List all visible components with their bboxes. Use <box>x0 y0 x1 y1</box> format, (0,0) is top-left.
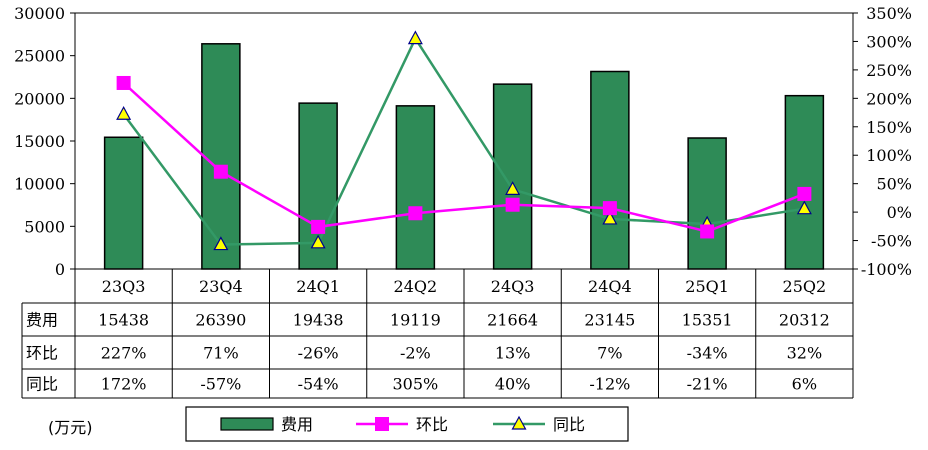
legend-yoy-marker <box>511 415 527 430</box>
category-label: 25Q2 <box>783 277 827 296</box>
table-cell: 13% <box>495 344 531 363</box>
mom-point <box>602 201 617 216</box>
category-label: 24Q3 <box>491 277 535 296</box>
plot-area <box>103 30 825 270</box>
right-tick-label: 350% <box>866 4 912 23</box>
category-label: 24Q1 <box>296 277 340 296</box>
table-cell: -57% <box>200 375 241 394</box>
table-cell: 32% <box>787 344 823 363</box>
mom-point <box>700 224 715 239</box>
mom-point <box>213 164 228 179</box>
right-tick-label: 50% <box>876 175 912 194</box>
legend: 费用 环比 同比 <box>185 406 629 442</box>
table-cell: 19438 <box>293 311 344 330</box>
yoy-point <box>505 181 521 195</box>
series-line <box>122 36 805 246</box>
table-cell: 71% <box>203 344 239 363</box>
table-cell: -12% <box>589 375 630 394</box>
yoy-point <box>602 210 618 225</box>
mom-point <box>505 197 520 212</box>
yoy-point <box>310 234 326 249</box>
left-tick-label: 15000 <box>14 132 65 151</box>
left-tick-label: 0 <box>55 260 65 279</box>
right-tick-label: 150% <box>866 118 912 137</box>
mom-point <box>311 219 326 234</box>
category-label: 24Q4 <box>588 277 632 296</box>
right-tick-label: 300% <box>866 32 912 51</box>
yoy-point <box>213 236 229 251</box>
table-cell: 15351 <box>682 311 733 330</box>
bar <box>201 43 241 270</box>
table-cell: 7% <box>597 344 622 363</box>
legend-label: 同比 <box>553 415 585 434</box>
category-label: 23Q4 <box>199 277 243 296</box>
right-tick-label: -50% <box>871 232 912 251</box>
mom-point <box>116 75 131 90</box>
legend-label: 费用 <box>281 415 313 434</box>
table-cell: -34% <box>687 344 728 363</box>
legend-mom-marker <box>375 417 389 431</box>
data-table: 23Q3 23Q4 24Q1 24Q2 24Q3 24Q4 25Q1 25Q2 费用 15438 2… <box>21 269 854 399</box>
bar <box>492 83 533 270</box>
left-tick-label: 5000 <box>24 217 65 236</box>
category-label: 25Q1 <box>685 277 729 296</box>
table-cell: 15438 <box>98 311 149 330</box>
table-cell: -21% <box>687 375 728 394</box>
category-label: 24Q2 <box>394 277 438 296</box>
right-tick-label: 200% <box>866 89 912 108</box>
mom-point <box>797 186 812 201</box>
table-cell: 26390 <box>195 311 246 330</box>
right-tick-label: 250% <box>866 61 912 80</box>
legend-label: 环比 <box>416 415 448 434</box>
table-cell: -26% <box>298 344 339 363</box>
table-cell: 227% <box>101 344 147 363</box>
table-cell: 19119 <box>390 311 441 330</box>
table-cell: 172% <box>101 375 147 394</box>
left-tick-label: 10000 <box>14 175 65 194</box>
table-cell: 40% <box>495 375 531 394</box>
bar <box>687 137 727 270</box>
left-tick-label: 20000 <box>14 89 65 108</box>
row-header: 同比 <box>26 375 58 394</box>
row-header: 费用 <box>26 311 58 330</box>
right-tick-label: 0% <box>887 203 912 222</box>
mom-point <box>408 206 423 221</box>
table-cell: 6% <box>792 375 817 394</box>
yoy-point <box>407 30 423 45</box>
unit-label: (万元) <box>48 418 93 437</box>
bar <box>784 94 825 270</box>
table-cell: 20312 <box>779 311 830 330</box>
table-cell: -2% <box>400 344 431 363</box>
bar <box>590 70 630 270</box>
yoy-point <box>796 200 812 215</box>
legend-bar-swatch <box>220 417 274 431</box>
bar <box>395 105 436 270</box>
left-tick-label: 30000 <box>14 4 65 23</box>
bar <box>103 136 144 270</box>
right-tick-label: 100% <box>866 146 912 165</box>
table-cell: 21664 <box>487 311 538 330</box>
table-cell: 305% <box>393 375 439 394</box>
left-tick-label: 25000 <box>14 47 65 66</box>
table-cell: -54% <box>298 375 339 394</box>
right-tick-label: -100% <box>861 260 912 279</box>
category-label: 23Q3 <box>102 277 146 296</box>
row-header: 环比 <box>26 344 58 363</box>
table-cell: 23145 <box>584 311 635 330</box>
series-line <box>122 82 805 233</box>
yoy-point <box>116 106 132 120</box>
